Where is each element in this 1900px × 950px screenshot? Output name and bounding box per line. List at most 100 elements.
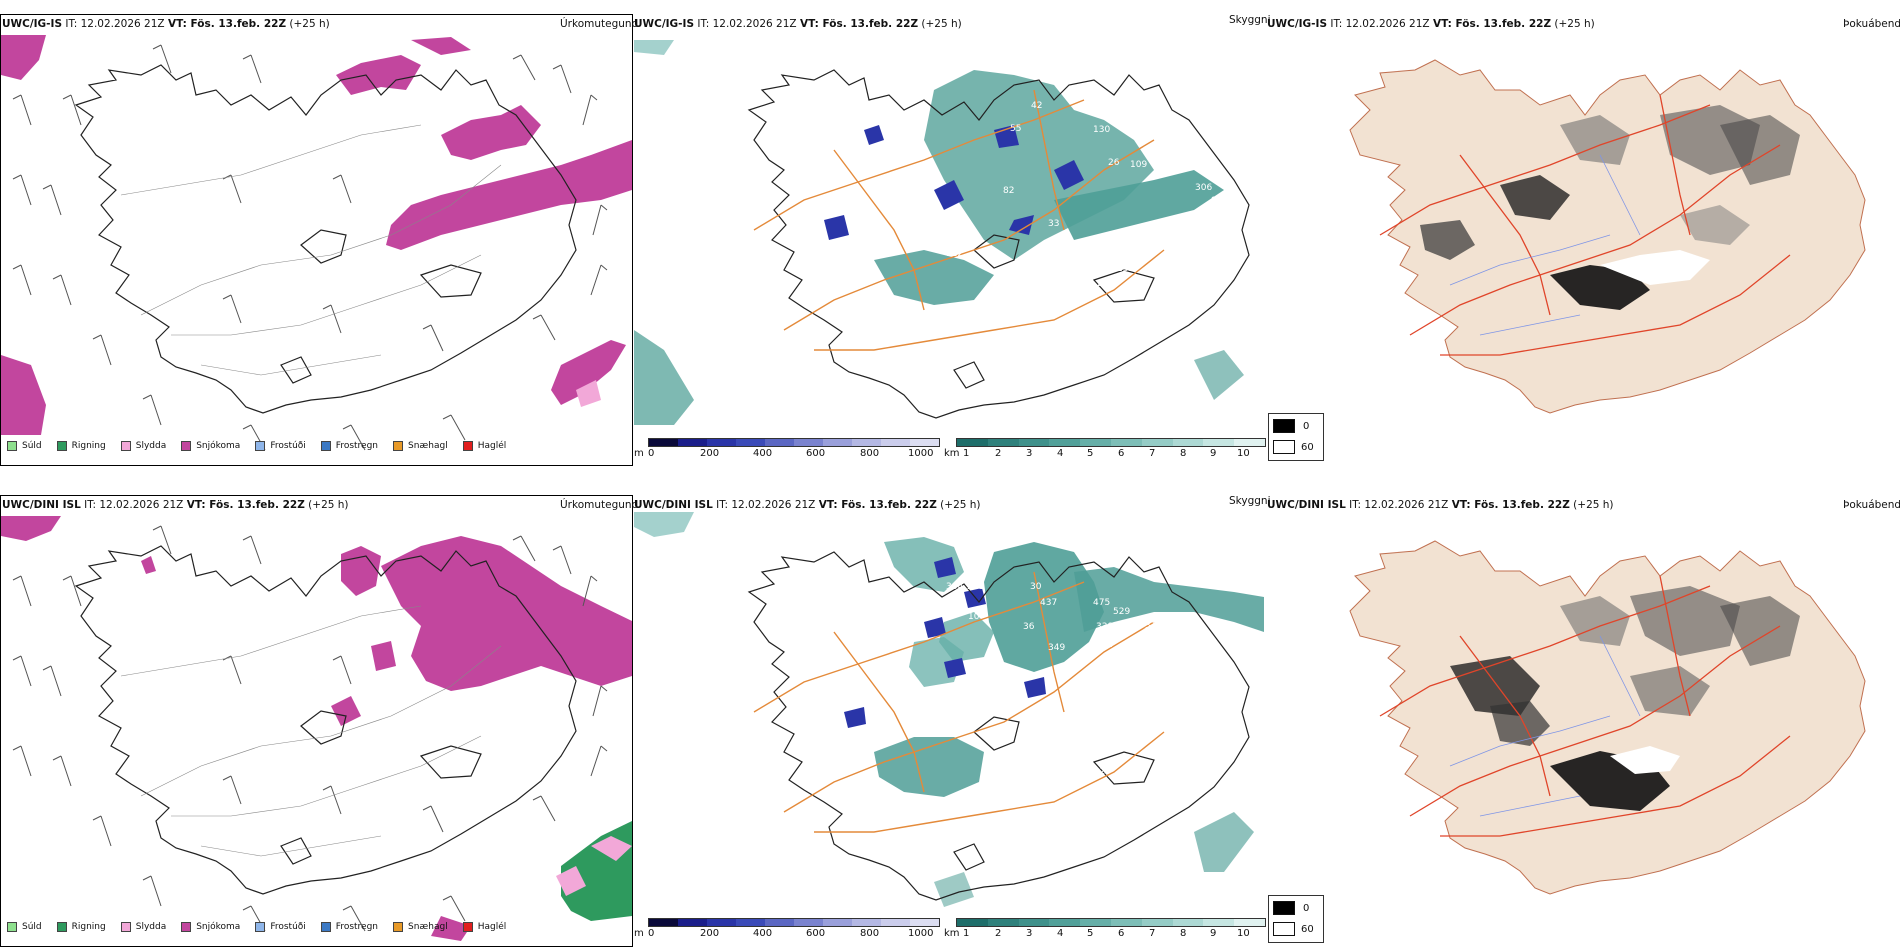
panel3-lead: (+25 h) [1554, 18, 1595, 30]
panel5-type: Skyggni [1229, 495, 1271, 507]
panel1-precip-legend: Súld Rigning Slydda Snjókoma Frostúði Fr… [4, 439, 518, 453]
fog-swatch-60 [1273, 922, 1295, 936]
panel4-type: Úrkomutegund [560, 499, 639, 511]
legend-item-snaehagl: Snæhagl [390, 922, 448, 932]
panel5-map [634, 512, 1264, 907]
panel4-wind-barbs [12, 525, 608, 932]
fog-legend-value-60: 60 [1301, 442, 1314, 453]
legend-label: Slydda [135, 922, 167, 932]
panel5-roads [753, 571, 1165, 833]
panel4-it: IT: 12.02.2026 21Z [84, 499, 184, 511]
legend-label: Snjókoma [196, 922, 241, 932]
panel1-wind-barbs [12, 44, 608, 451]
vis-value: 30 [1030, 582, 1042, 592]
vis-m-tick: 400 [753, 448, 773, 459]
vis-value: 306 [1195, 183, 1213, 193]
panel4-lead: (+25 h) [308, 499, 349, 511]
vis-m-colorbar-top [648, 438, 940, 447]
legend-item-frostregn: Frostregn [318, 441, 378, 451]
vis-km-tick: 5 [1087, 928, 1094, 939]
fog-legend-value-60: 60 [1301, 924, 1314, 935]
vis-m-unit-bottom: m [634, 928, 644, 939]
legend-item-hagl: Haglél [460, 441, 507, 451]
vis-km-tick: 7 [1149, 928, 1156, 939]
vis-value: 235 [1097, 279, 1115, 289]
panel2-map [634, 40, 1250, 425]
vis-km-tick: 10 [1237, 448, 1250, 459]
fog-legend-top: 0 60 [1268, 413, 1324, 461]
legend-swatch [181, 441, 192, 451]
panel6-rivers [1449, 635, 1641, 817]
legend-item-frostregn: Frostregn [318, 922, 378, 932]
vis-m-tick: 800 [860, 448, 880, 459]
vis-km-colorbar-top [956, 438, 1266, 447]
vis-value: 130 [1093, 125, 1111, 135]
vis-value: 596 [1036, 283, 1054, 293]
vis-km-tick: 9 [1210, 928, 1217, 939]
vis-m-tick: 0 [648, 448, 655, 459]
fog-swatch-60 [1273, 440, 1295, 454]
vis-km-tick: 1 [963, 448, 970, 459]
vis-m-tick: 1000 [908, 928, 934, 939]
legend-swatch [320, 441, 331, 451]
vis-value: 21 [1060, 263, 1072, 273]
legend-label: Frostregn [335, 441, 379, 451]
vis-m-tick: 0 [648, 928, 655, 939]
vis-value: 305 [1045, 759, 1063, 769]
legend-item-slydda: Slydda [118, 922, 166, 932]
panel3-title: UWC/IG-IS IT: 12.02.2026 21Z VT: Fös. 13… [1267, 18, 1595, 30]
legend-item-rigning: Rigning [54, 922, 106, 932]
legend-label: Snjókoma [196, 441, 241, 451]
panel4-map [1, 516, 632, 941]
vis-km-tick: 6 [1118, 448, 1125, 459]
legend-label: Súld [22, 922, 42, 932]
vis-value: 26 [1108, 158, 1120, 168]
vis-m-tick: 600 [806, 448, 826, 459]
legend-label: Súld [22, 441, 42, 451]
vis-value: 63 [797, 146, 809, 156]
panel6-lead: (+25 h) [1573, 499, 1614, 511]
legend-item-frostudi: Frostúði [252, 441, 306, 451]
legend-swatch [462, 441, 473, 451]
legend-label: Haglél [477, 441, 507, 451]
panel3-roads [1379, 94, 1791, 356]
legend-label: Haglél [477, 922, 507, 932]
vis-km-tick: 2 [995, 448, 1002, 459]
vis-km-tick: 8 [1180, 928, 1187, 939]
panel4-model: UWC/DINI ISL [2, 499, 81, 511]
panel6-model: UWC/DINI ISL [1267, 499, 1346, 511]
legend-swatch [120, 441, 131, 451]
vis-value: 36 [1023, 622, 1035, 632]
vis-m-tick: 200 [700, 448, 720, 459]
vis-km-tick: 3 [1026, 448, 1033, 459]
legend-swatch [56, 441, 67, 451]
panel3-type: Þokuábendi [1843, 18, 1900, 30]
legend-swatch [7, 922, 17, 932]
vis-value: 529 [1113, 607, 1131, 617]
vis-value: 338 [1096, 622, 1114, 632]
vis-km-tick: 3 [1026, 928, 1033, 939]
vis-m-unit-top: m [634, 448, 644, 459]
panel6-vt: VT: Fös. 13.feb. 22Z [1451, 499, 1570, 511]
vis-value: 437 [1040, 598, 1058, 608]
legend-item-rigning: Rigning [54, 441, 106, 451]
vis-m-tick: 800 [860, 928, 880, 939]
panel4-title: UWC/DINI ISL IT: 12.02.2026 21Z VT: Fös.… [2, 499, 349, 511]
legend-label: Rigning [71, 922, 106, 932]
panel6-it: IT: 12.02.2026 21Z [1349, 499, 1449, 511]
panel2-lead: (+25 h) [921, 18, 962, 30]
panel2-vt: VT: Fös. 13.feb. 22Z [799, 18, 919, 30]
vis-value: 55 [1010, 124, 1022, 134]
panel1-frame [0, 14, 633, 466]
fog-legend-value-0: 0 [1303, 903, 1310, 914]
vis-value: 42 [1031, 101, 1043, 111]
vis-value: 109 [1130, 160, 1148, 170]
legend-item-snaehagl: Snæhagl [390, 441, 448, 451]
fog-legend-bottom: 0 60 [1268, 895, 1324, 943]
legend-label: Frostúði [270, 441, 306, 451]
panel5-model: UWC/DINI ISL [634, 499, 713, 511]
vis-value: 32 [787, 627, 799, 637]
vis-value: 953 [1211, 196, 1229, 206]
fog-swatch-0 [1273, 901, 1295, 915]
vis-km-tick: 6 [1118, 928, 1125, 939]
